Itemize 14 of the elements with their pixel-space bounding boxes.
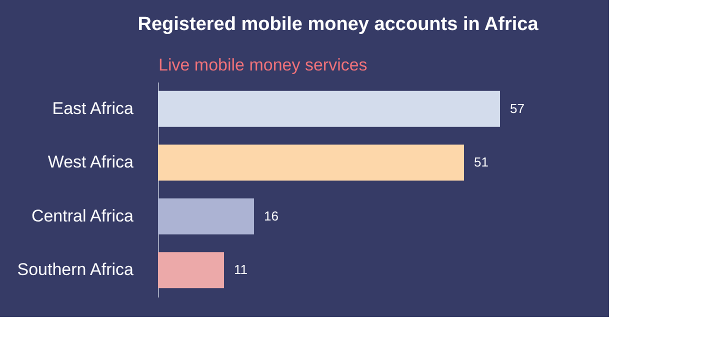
y-tick-label: East Africa bbox=[52, 98, 134, 118]
y-tick-label: Southern Africa bbox=[17, 260, 134, 280]
chart-title: Registered mobile money accounts in Africa bbox=[138, 14, 539, 35]
y-tick-label: West Africa bbox=[48, 152, 134, 172]
data-label: 16 bbox=[264, 208, 278, 224]
data-label: 11 bbox=[234, 262, 248, 278]
data-label: 57 bbox=[510, 100, 524, 116]
bar bbox=[158, 90, 500, 127]
data-label: 51 bbox=[474, 154, 488, 170]
bar bbox=[158, 144, 464, 181]
bar bbox=[158, 198, 254, 234]
y-tick-label: Central Africa bbox=[31, 206, 134, 226]
chart-subtitle: Live mobile money services bbox=[158, 56, 368, 74]
bar bbox=[158, 252, 224, 288]
